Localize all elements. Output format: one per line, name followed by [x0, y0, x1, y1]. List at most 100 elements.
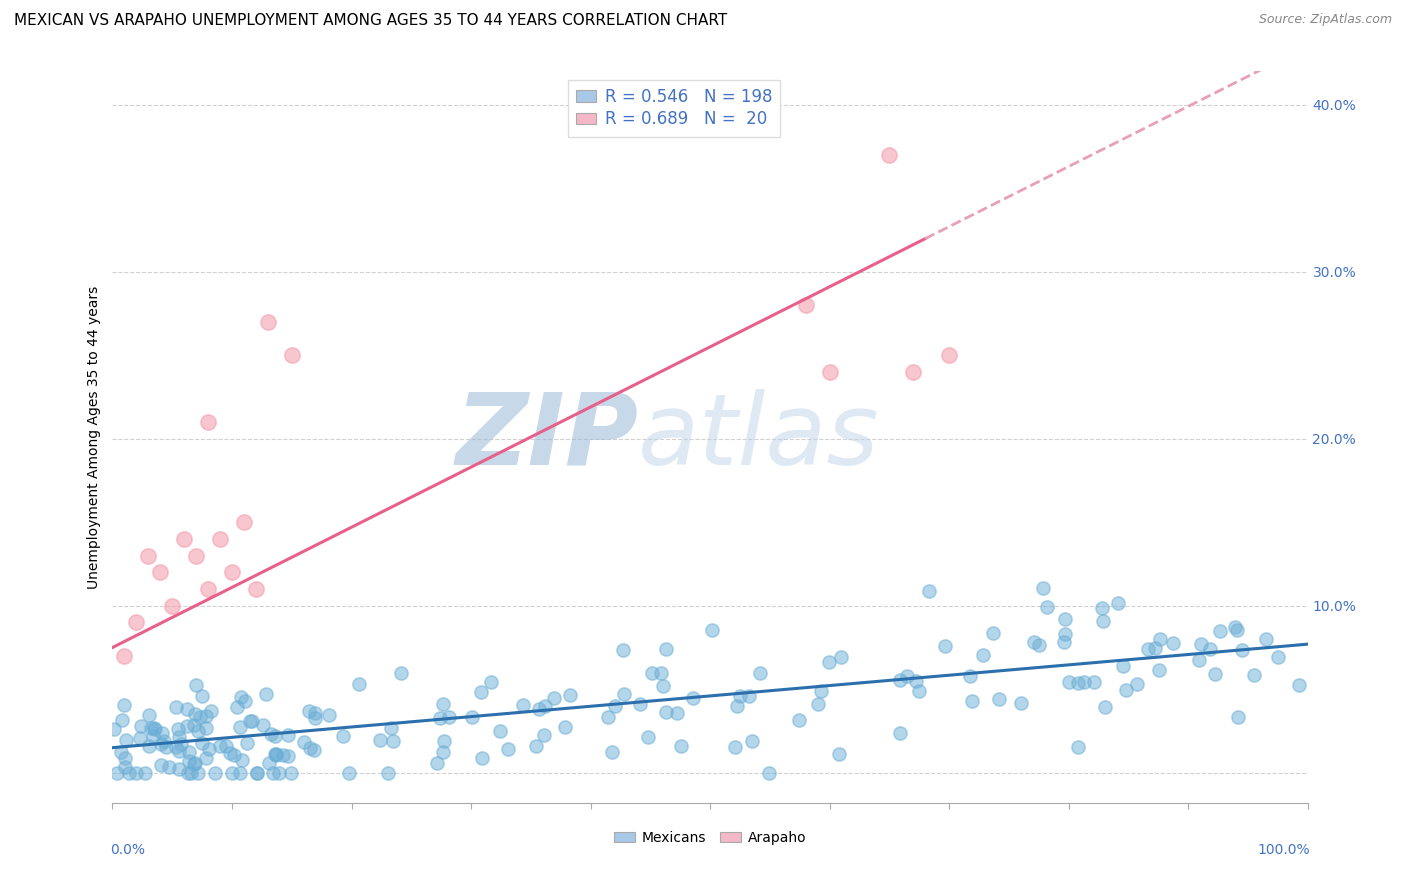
Point [280, 765, 302, 780]
Point [603, 698, 626, 713]
Point [125, 765, 148, 780]
Point [221, 566, 243, 580]
Point [612, 643, 634, 657]
Point [1024, 635, 1046, 649]
Point [219, 746, 242, 760]
Point [1227, 709, 1250, 723]
Point [183, 718, 205, 732]
Point [960, 693, 983, 707]
Point [195, 751, 218, 765]
Point [368, 732, 391, 747]
Point [1230, 643, 1253, 657]
Point [228, 765, 250, 780]
Point [382, 734, 405, 748]
Point [1115, 682, 1137, 697]
Point [197, 415, 219, 429]
Point [1057, 675, 1080, 690]
Point [239, 714, 262, 728]
Point [828, 747, 851, 761]
Point [789, 713, 811, 727]
Point [191, 736, 214, 750]
Point [637, 731, 659, 745]
Point [332, 730, 354, 744]
Point [738, 690, 761, 704]
Point [177, 765, 200, 780]
Point [184, 756, 207, 770]
Point [149, 757, 172, 772]
Point [165, 740, 187, 755]
Point [1010, 696, 1032, 710]
Point [337, 765, 360, 780]
Point [186, 678, 208, 692]
Point [236, 736, 259, 750]
Point [1243, 667, 1265, 681]
Point [129, 719, 152, 733]
Point [652, 679, 675, 693]
Point [533, 728, 555, 742]
Point [281, 348, 304, 362]
Point [187, 765, 209, 780]
Point [149, 566, 172, 580]
Point [818, 655, 841, 669]
Point [186, 549, 208, 563]
Point [1136, 641, 1159, 656]
Point [512, 698, 534, 713]
Point [252, 718, 274, 732]
Point [231, 690, 253, 704]
Point [959, 669, 981, 683]
Text: Source: ZipAtlas.com: Source: ZipAtlas.com [1258, 13, 1392, 27]
Point [1149, 632, 1171, 646]
Point [1053, 627, 1076, 641]
Point [471, 751, 494, 765]
Point [489, 724, 512, 739]
Point [277, 749, 299, 764]
Point [142, 730, 165, 744]
Point [200, 704, 222, 718]
Point [600, 745, 623, 759]
Point [665, 706, 688, 721]
Point [896, 669, 918, 683]
Point [262, 765, 284, 780]
Point [165, 700, 187, 714]
Point [215, 739, 238, 753]
Point [1036, 600, 1059, 615]
Point [917, 584, 939, 599]
Point [669, 739, 692, 754]
Point [167, 723, 190, 737]
Point [167, 762, 190, 776]
Point [105, 765, 128, 780]
Point [298, 705, 321, 719]
Point [221, 765, 243, 780]
Point [260, 727, 283, 741]
Point [479, 675, 502, 690]
Point [157, 760, 180, 774]
Text: 0.0%: 0.0% [110, 843, 145, 857]
Point [1254, 632, 1277, 646]
Point [429, 711, 451, 725]
Point [934, 639, 956, 653]
Point [1028, 638, 1050, 652]
Point [134, 765, 156, 780]
Point [460, 710, 482, 724]
Text: MEXICAN VS ARAPAHO UNEMPLOYMENT AMONG AGES 35 TO 44 YEARS CORRELATION CHART: MEXICAN VS ARAPAHO UNEMPLOYMENT AMONG AG… [14, 13, 727, 29]
Point [1144, 641, 1167, 656]
Point [162, 599, 183, 613]
Point [498, 742, 520, 756]
Point [628, 697, 651, 711]
Point [1204, 667, 1226, 681]
Point [1209, 624, 1232, 639]
Point [170, 737, 193, 751]
Point [433, 733, 456, 747]
Point [125, 615, 148, 630]
Point [167, 730, 190, 744]
Point [818, 365, 841, 379]
Point [138, 549, 160, 563]
Point [240, 714, 263, 728]
Legend: Mexicans, Arapaho: Mexicans, Arapaho [609, 826, 811, 851]
Point [153, 734, 176, 748]
Point [110, 745, 132, 759]
Point [257, 315, 280, 329]
Point [810, 683, 832, 698]
Point [184, 706, 207, 721]
Point [655, 642, 678, 657]
